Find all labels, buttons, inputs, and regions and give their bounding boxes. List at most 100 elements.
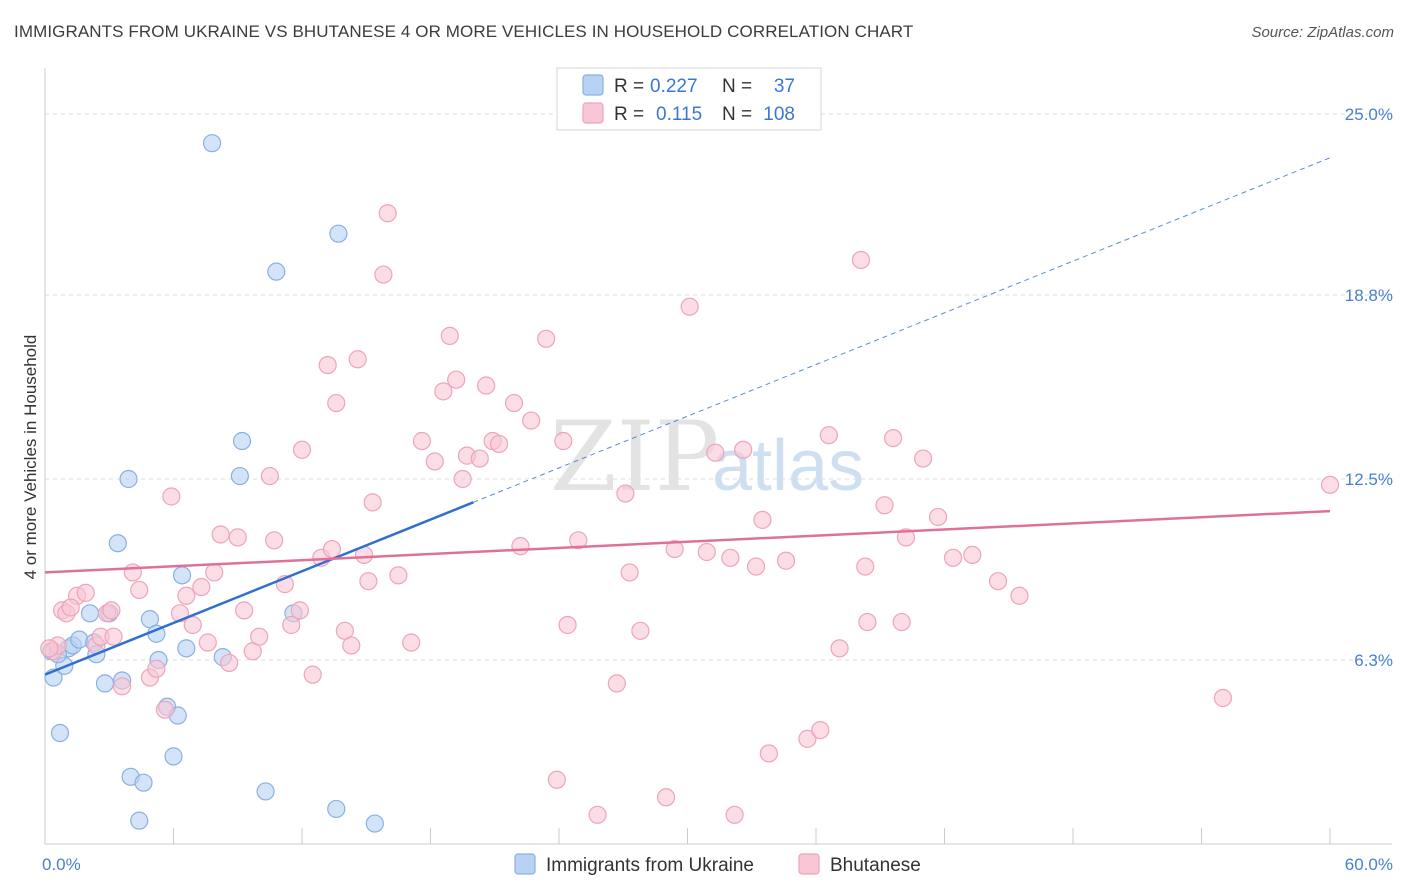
bhutanese-point-25 (228, 528, 247, 547)
bhutanese-point-9 (104, 627, 123, 646)
bhutanese-point-72 (620, 563, 639, 582)
bhutanese-point-81 (734, 440, 753, 459)
bhutanese-point-51 (425, 452, 444, 471)
bhutanese-point-44 (359, 572, 378, 591)
bhutanese-point-91 (856, 557, 875, 576)
legend-swatch-bhutanese (582, 102, 604, 124)
bhutanese-point-57 (470, 449, 489, 468)
bhutanese-point-85 (776, 551, 796, 570)
ukraine-point-2 (50, 723, 70, 743)
ukraine-point-14 (119, 469, 138, 489)
bhutanese-point-79 (721, 548, 740, 567)
bhutanese-point-104 (1320, 475, 1340, 494)
bhutanese-point-12 (130, 580, 149, 600)
bhutanese-point-105 (40, 639, 59, 658)
legend-n-label-bhutanese: N = (722, 104, 752, 125)
bhutanese-point-69 (588, 805, 607, 824)
bhutanese-point-19 (183, 615, 202, 635)
axes (44, 68, 1392, 845)
bhutanese-point-34 (292, 440, 312, 459)
bhutanese-point-26 (235, 601, 254, 620)
bhutanese-point-50 (412, 431, 432, 451)
legend-r-value-ukraine: 0.227 (650, 76, 698, 97)
chart-title: IMMIGRANTS FROM UKRAINE VS BHUTANESE 4 O… (14, 22, 914, 41)
bhutanese-point-11 (123, 563, 142, 582)
ukraine-point-34 (329, 224, 348, 243)
bhutanese-point-88 (819, 426, 838, 445)
bhutanese-point-106 (61, 598, 80, 617)
bhutanese-point-103 (1213, 688, 1233, 708)
bhutanese-point-98 (928, 507, 948, 527)
bhutanese-point-53 (440, 326, 459, 345)
bhutanese-point-10 (112, 677, 132, 696)
series-legend: Immigrants from Ukraine Bhutanese (514, 853, 921, 876)
bhutanese-point-35 (303, 665, 322, 684)
bhutanese-point-74 (656, 788, 676, 807)
ukraine-point-26 (202, 134, 222, 153)
bhutanese-point-80 (725, 805, 744, 824)
trend-line-ukraine-solid (44, 501, 474, 676)
bhutanese-point-87 (811, 721, 830, 740)
bhutanese-point-5 (76, 583, 95, 602)
bhutanese-point-33 (290, 601, 309, 620)
bhutanese-point-73 (631, 621, 650, 640)
x-tick-min: 0.0% (42, 855, 81, 874)
bhutanese-point-94 (883, 428, 903, 448)
bhutanese-point-67 (558, 615, 577, 635)
bhutanese-point-100 (963, 545, 982, 565)
ukraine-point-7 (80, 604, 100, 623)
legend-r-label-bhutanese: R = (614, 104, 644, 125)
bhutanese-point-65 (547, 770, 566, 789)
bhutanese-point-95 (892, 612, 911, 632)
y-tick-label-0: 6.3% (1354, 651, 1393, 670)
ukraine-point-25 (177, 639, 196, 658)
bhutanese-point-32 (282, 615, 301, 635)
bhutanese-point-70 (607, 674, 626, 693)
bhutanese-point-82 (746, 557, 766, 576)
source-label: Source: ZipAtlas.com (1251, 24, 1394, 41)
grid (45, 113, 1392, 661)
bhutanese-point-64 (537, 329, 556, 348)
bhutanese-point-61 (504, 393, 524, 413)
bhutanese-point-107 (102, 601, 121, 620)
ukraine-point-35 (365, 814, 384, 833)
ukraine-point-29 (232, 431, 252, 451)
bhutanese-point-15 (155, 700, 175, 719)
bhutanese-point-20 (192, 577, 211, 597)
bhutanese-point-60 (489, 434, 509, 454)
bhutanese-point-84 (759, 744, 778, 763)
bhutanese-point-38 (322, 539, 342, 559)
bhutanese-point-21 (198, 633, 217, 652)
ukraine-point-16 (130, 811, 149, 830)
bhutanese-point-54 (447, 370, 466, 389)
bottom-legend-swatch-ukraine (514, 853, 536, 875)
trend-line-ukraine-dashed (473, 157, 1331, 503)
bhutanese-point-30 (265, 531, 284, 550)
bhutanese-point-58 (477, 376, 496, 395)
bhutanese-point-96 (896, 528, 916, 547)
ukraine-point-6 (70, 630, 89, 649)
bhutanese-point-55 (453, 469, 472, 489)
legend-n-label-ukraine: N = (722, 76, 752, 97)
bhutanese-point-97 (913, 449, 933, 468)
trend-lines (44, 157, 1331, 676)
bhutanese-point-46 (374, 265, 393, 284)
bhutanese-point-41 (342, 636, 361, 655)
bhutanese-point-78 (706, 443, 725, 462)
bhutanese-point-92 (858, 612, 877, 632)
legend-r-label-ukraine: R = (614, 76, 644, 97)
ukraine-point-22 (164, 747, 183, 766)
bhutanese-point-14 (147, 659, 166, 678)
bhutanese-point-42 (348, 350, 367, 369)
bhutanese-point-28 (250, 627, 269, 646)
ukraine-point-31 (267, 262, 286, 281)
bhutanese-point-16 (162, 487, 181, 506)
bhutanese-point-76 (680, 297, 699, 316)
bhutanese-point-47 (378, 204, 397, 223)
bhutanese-point-45 (363, 493, 382, 512)
bottom-legend-label-ukraine: Immigrants from Ukraine (546, 855, 754, 876)
y-tick-labels: 6.3% 12.5% 18.8% 25.0% (1345, 105, 1393, 670)
bhutanese-point-101 (988, 572, 1008, 591)
bhutanese-point-83 (753, 510, 772, 529)
y-axis-label: 4 or more Vehicles in Household (21, 335, 40, 580)
